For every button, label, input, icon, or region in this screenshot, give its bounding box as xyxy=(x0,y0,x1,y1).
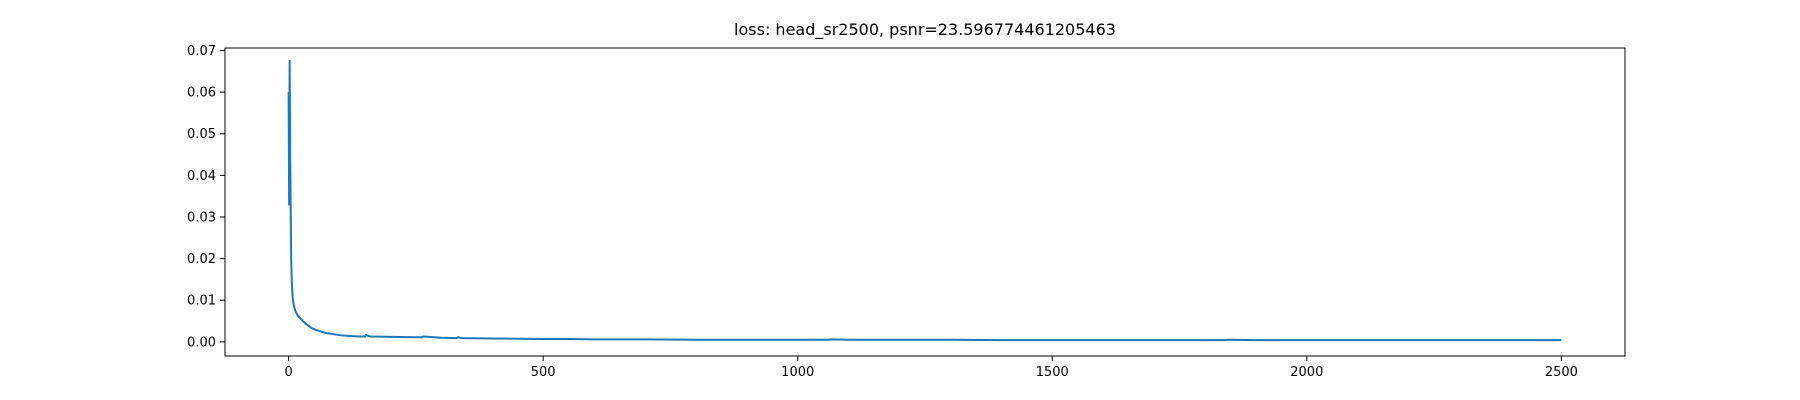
y-tick-label: 0.04 xyxy=(187,169,216,184)
x-tick-label: 0 xyxy=(284,365,292,380)
x-tick-label: 2500 xyxy=(1545,365,1578,380)
series-line-0 xyxy=(287,59,1562,342)
axes-frame xyxy=(224,47,1626,357)
y-tick-label: 0.02 xyxy=(187,252,216,267)
x-tick-label: 2000 xyxy=(1290,365,1323,380)
y-tick-label: 0.03 xyxy=(187,210,216,225)
y-tick-label: 0.06 xyxy=(187,86,216,101)
y-tick-label: 0.01 xyxy=(187,294,216,309)
y-tick-label: 0.05 xyxy=(187,127,216,142)
x-tick-label: 1000 xyxy=(781,365,814,380)
plot-area: 0 500 1000 1500 2000 2500 0.00 0.01 0.02 0.03 0.04… xyxy=(187,44,1626,380)
y-tick-label: 0.00 xyxy=(187,335,216,350)
y-tick-label: 0.07 xyxy=(187,44,216,59)
chart-title: loss: head_sr2500, psnr=23.5967744612054… xyxy=(734,20,1116,40)
x-tick-label: 1500 xyxy=(1036,365,1069,380)
x-tick-label: 500 xyxy=(531,365,556,380)
